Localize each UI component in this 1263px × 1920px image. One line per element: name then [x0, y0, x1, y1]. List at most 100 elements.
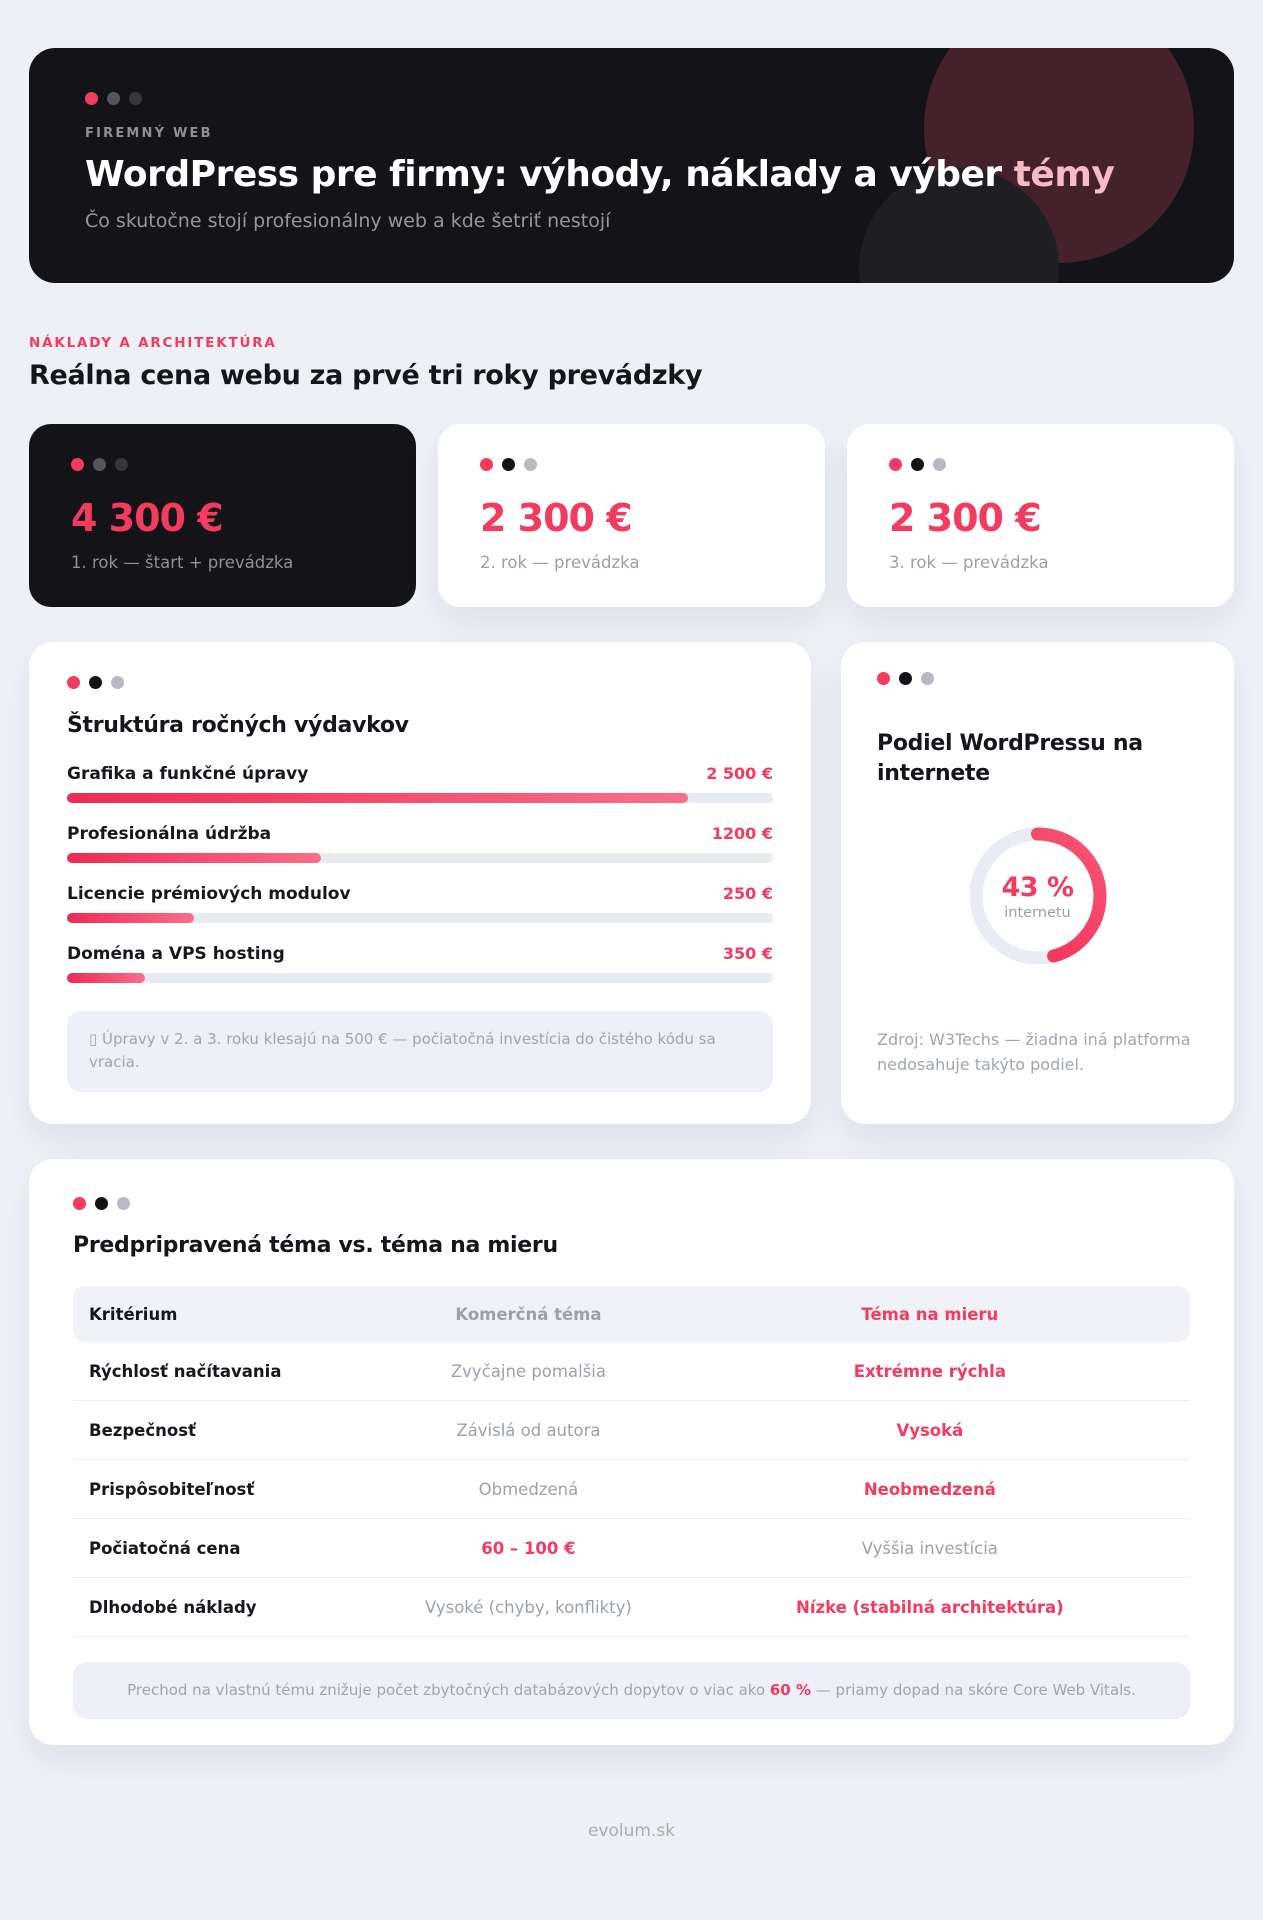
row-criterion: Prispôsobiteľnosť: [89, 1479, 255, 1499]
price-card-year-2: 2 300 € 2. rok — prevádzka: [438, 424, 825, 607]
table-row: Dlhodobé náklady Vysoké (chyby, konflikt…: [73, 1578, 1190, 1637]
traffic-dot-icon: [899, 672, 912, 685]
donut-svg: [969, 827, 1106, 965]
bar-track: [67, 973, 773, 983]
page-title: WordPress pre firmy: výhody, náklady a v…: [85, 154, 1178, 195]
traffic-dots: [85, 92, 1178, 105]
traffic-dots: [877, 672, 1198, 685]
share-title: Podiel WordPressu na internete: [877, 731, 1143, 786]
bar-fill: [67, 793, 689, 803]
hero-kicker: FIREMNÝ WEB: [85, 126, 213, 141]
custom-value: Neobmedzená: [863, 1479, 996, 1499]
traffic-dots: [889, 458, 1192, 471]
row-criterion: Dlhodobé náklady: [89, 1597, 257, 1617]
traffic-dot-icon: [911, 458, 924, 471]
row-criterion: Rýchlosť načítavania: [89, 1361, 282, 1381]
comparison-note: Prechod na vlastnú tému znižuje počet zb…: [73, 1662, 1190, 1720]
row-criterion: Bezpečnosť: [89, 1420, 196, 1440]
table-row: Počiatočná cena 60 – 100 € Vyššia invest…: [73, 1519, 1190, 1578]
traffic-dot-icon: [933, 458, 946, 471]
bar-row: Doména a VPS hosting 350 €: [67, 944, 773, 983]
table-row: Prispôsobiteľnosť Obmedzená Neobmedzená: [73, 1460, 1190, 1519]
traffic-dot-icon: [115, 458, 128, 471]
custom-value: Vysoká: [896, 1420, 964, 1440]
comparison-card: Predpripravená téma vs. téma na mieru Kr…: [29, 1159, 1234, 1745]
expenses-bar-chart: Grafika a funkčné úpravy 2 500 € Profesi…: [67, 764, 773, 983]
traffic-dot-icon: [921, 672, 934, 685]
traffic-dot-icon: [73, 1197, 86, 1210]
expenses-note-text: Úpravy v 2. a 3. roku klesajú na 500 € —…: [89, 1030, 716, 1072]
traffic-dot-icon: [85, 92, 98, 105]
bar-fill: [67, 973, 145, 983]
share-source: Zdroj: W3Techs — žiadna iná platforma ne…: [877, 1030, 1191, 1075]
price-card-year-3: 2 300 € 3. rok — prevádzka: [847, 424, 1234, 607]
traffic-dot-icon: [117, 1197, 130, 1210]
page-title-accent: témy: [1013, 154, 1115, 195]
missing-glyph-icon: ▯: [89, 1030, 98, 1048]
footer-brand: evolum.sk: [587, 1821, 676, 1841]
section-label: NÁKLADY A ARCHITEKTÚRA: [29, 335, 277, 351]
bar-label: Grafika a funkčné úpravy: [67, 764, 309, 784]
page-title-main: WordPress pre firmy: výhody, náklady a v…: [85, 154, 1014, 195]
donut-chart: 43 % internetu: [962, 820, 1114, 972]
column-header-custom: Téma na mieru: [861, 1304, 999, 1324]
expenses-note: ▯ Úpravy v 2. a 3. roku klesajú na 500 €…: [67, 1011, 773, 1092]
hero-card: FIREMNÝ WEB WordPress pre firmy: výhody,…: [29, 48, 1234, 283]
bar-fill: [67, 853, 322, 863]
commercial-value: Zvyčajne pomalšia: [450, 1361, 606, 1381]
bar-value: 2 500 €: [706, 764, 773, 783]
bar-row: Licencie prémiových modulov 250 €: [67, 884, 773, 923]
donut-arc: [969, 827, 1106, 965]
bar-value: 350 €: [722, 944, 773, 963]
bar-track: [67, 793, 773, 803]
bar-track: [67, 853, 773, 863]
traffic-dot-icon: [111, 676, 124, 689]
bar-label: Profesionálna údržba: [67, 824, 272, 844]
expenses-title: Štruktúra ročných výdavkov: [67, 713, 409, 738]
table-row: Bezpečnosť Závislá od autora Vysoká: [73, 1401, 1190, 1460]
traffic-dots: [480, 458, 783, 471]
table-header-row: Kritérium Komerčná téma Téma na mieru: [73, 1286, 1190, 1342]
share-percent-caption: internetu: [1004, 904, 1071, 921]
price-value: 4 300 €: [71, 496, 224, 540]
expenses-card: Štruktúra ročných výdavkov Grafika a fun…: [29, 642, 811, 1124]
column-header-criterion: Kritérium: [89, 1304, 178, 1324]
traffic-dot-icon: [877, 672, 890, 685]
traffic-dot-icon: [524, 458, 537, 471]
commercial-value: Vysoké (chyby, konflikty): [424, 1597, 632, 1617]
donut-center-label: 43 % internetu: [962, 820, 1114, 972]
comparison-note-prefix: Prechod na vlastnú tému znižuje počet zb…: [127, 1681, 770, 1699]
traffic-dot-icon: [502, 458, 515, 471]
table-row: Rýchlosť načítavania Zvyčajne pomalšia E…: [73, 1342, 1190, 1401]
bar-label: Licencie prémiových modulov: [67, 884, 351, 904]
traffic-dot-icon: [889, 458, 902, 471]
bar-fill: [67, 913, 195, 923]
traffic-dot-icon: [93, 458, 106, 471]
traffic-dots: [73, 1197, 1190, 1210]
comparison-note-highlight: 60 %: [769, 1681, 812, 1699]
custom-value: Extrémne rýchla: [853, 1361, 1006, 1381]
traffic-dots: [71, 458, 374, 471]
price-value: 2 300 €: [889, 496, 1042, 540]
commercial-value: Závislá od autora: [456, 1420, 601, 1440]
bar-track: [67, 913, 773, 923]
traffic-dot-icon: [71, 458, 84, 471]
price-caption: 2. rok — prevádzka: [480, 553, 640, 572]
share-percent: 43 %: [1001, 871, 1074, 903]
page-subtitle: Čo skutočne stojí profesionálny web a kd…: [85, 210, 611, 232]
price-cards-row: 4 300 € 1. rok — štart + prevádzka 2 300…: [29, 424, 1234, 607]
price-caption: 1. rok — štart + prevádzka: [71, 553, 294, 572]
price-card-year-1: 4 300 € 1. rok — štart + prevádzka: [29, 424, 416, 607]
traffic-dot-icon: [67, 676, 80, 689]
section-heading: Reálna cena webu za prvé tri roky prevád…: [29, 360, 703, 391]
custom-value: Vyššia investícia: [861, 1538, 998, 1558]
price-value: 2 300 €: [480, 496, 633, 540]
traffic-dot-icon: [107, 92, 120, 105]
wordpress-share-card: Podiel WordPressu na internete 43 % inte…: [841, 642, 1234, 1124]
commercial-value: 60 – 100 €: [481, 1538, 576, 1558]
commercial-value: Obmedzená: [478, 1479, 579, 1499]
comparison-note-suffix: — priamy dopad na skóre Core Web Vitals.: [811, 1681, 1136, 1699]
row-criterion: Počiatočná cena: [89, 1538, 241, 1558]
comparison-title: Predpripravená téma vs. téma na mieru: [73, 1233, 558, 1258]
